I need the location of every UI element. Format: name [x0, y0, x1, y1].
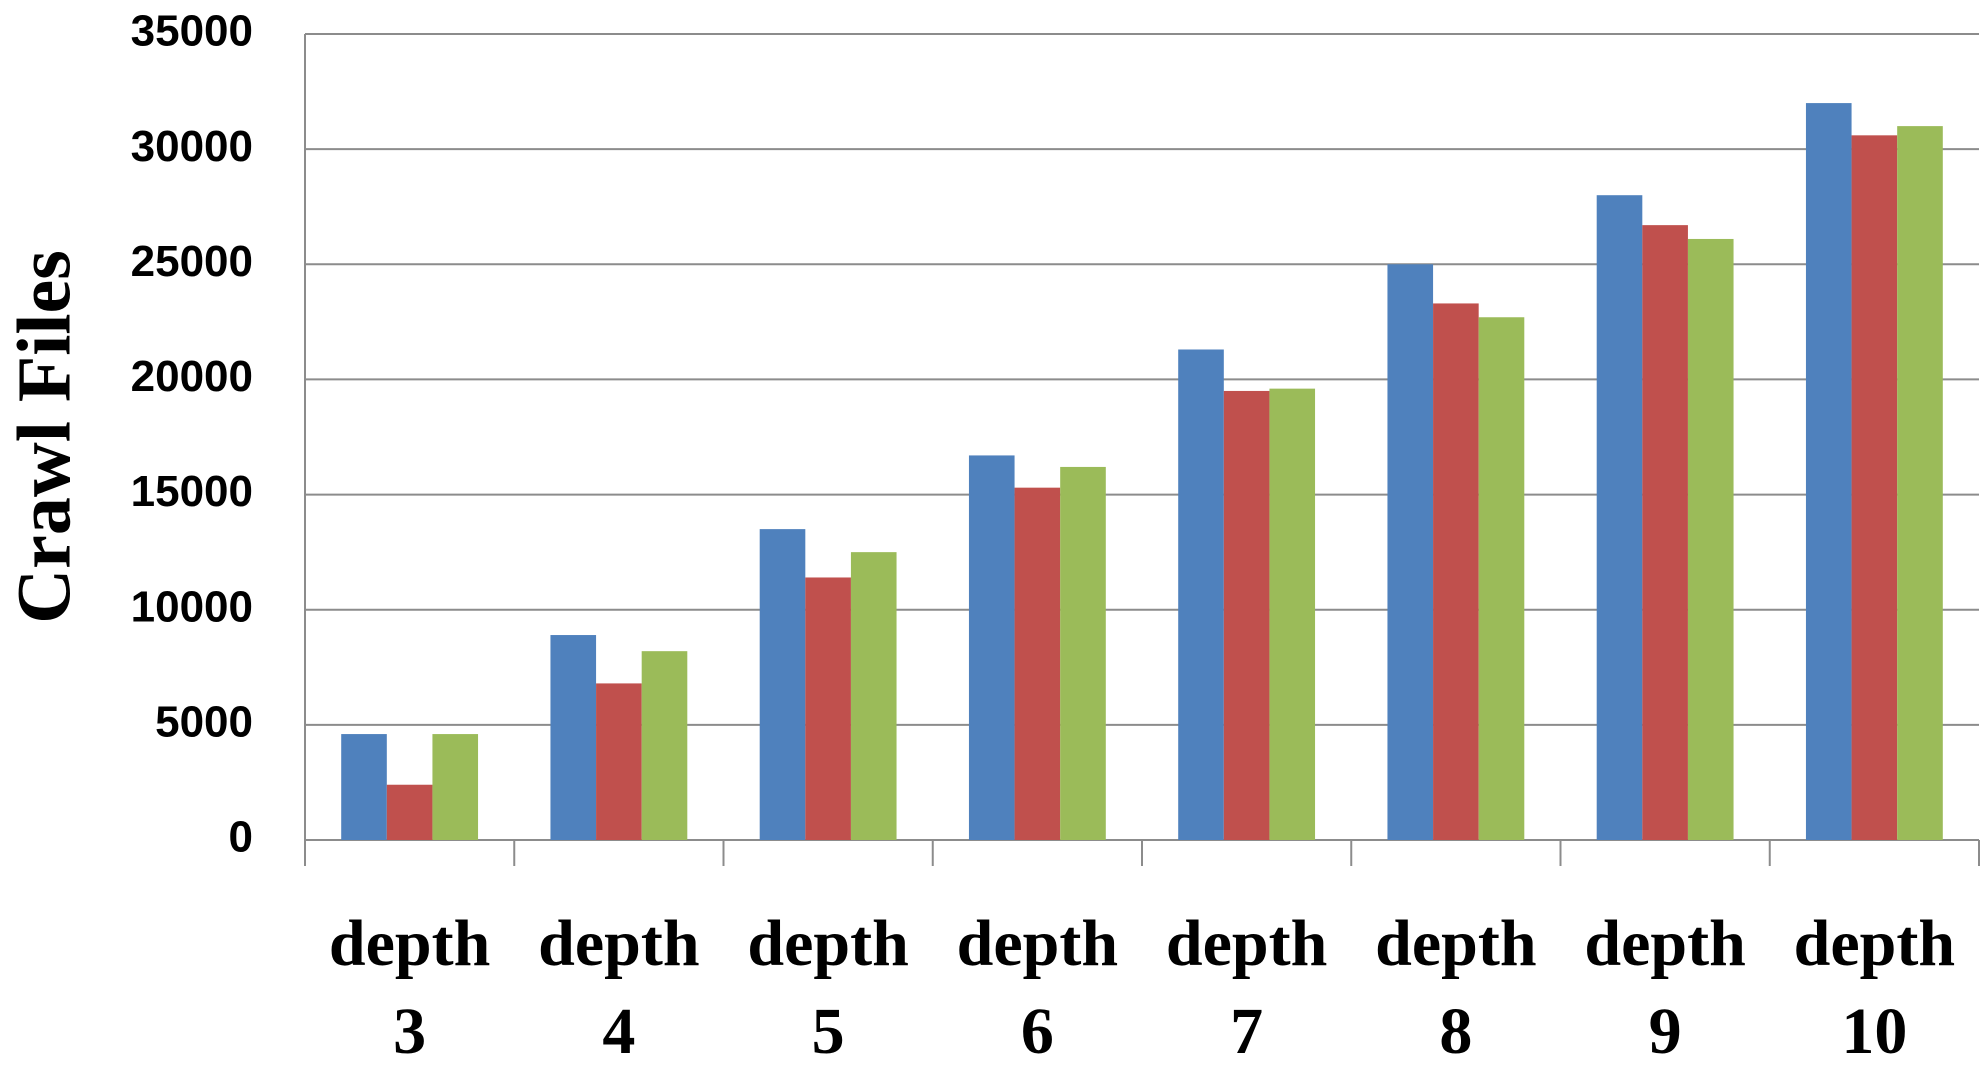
bar: [341, 734, 387, 840]
bar: [1014, 487, 1061, 840]
bar: [1642, 225, 1688, 840]
bar: [805, 577, 851, 840]
y-axis-label: Crawl Files: [2, 250, 86, 624]
bar: [759, 529, 806, 840]
bar: [968, 455, 1015, 840]
x-tick-label: depth 6: [956, 907, 1119, 1068]
bar: [1596, 195, 1643, 840]
bar: [1433, 303, 1479, 840]
y-tick-label: 20000: [131, 352, 253, 401]
y-tick-label: 15000: [131, 467, 253, 516]
bar: [641, 651, 688, 840]
bar: [1178, 349, 1224, 840]
x-tick-label: depth 3: [328, 907, 491, 1068]
y-tick-label: 35000: [131, 7, 253, 56]
bar: [1687, 238, 1734, 840]
bar: [1805, 103, 1852, 841]
y-tick-label: 5000: [155, 697, 253, 746]
bar: [432, 734, 479, 840]
bar: [1387, 264, 1434, 840]
y-tick-label: 10000: [131, 582, 253, 631]
bar: [1851, 135, 1898, 841]
bar: [550, 635, 597, 840]
bar: [1223, 390, 1270, 840]
y-tick-label: 30000: [131, 122, 253, 171]
bar: [850, 552, 897, 840]
y-tick-label: 0: [229, 813, 253, 862]
x-tick-label: depth 4: [538, 907, 700, 1068]
y-tick-label: 25000: [131, 237, 253, 286]
x-tick-label: depth 5: [747, 907, 909, 1068]
x-tick-label: depth 7: [1165, 907, 1328, 1068]
bar: [386, 784, 433, 840]
x-tick-label: depth 10: [1793, 907, 1956, 1068]
bar: [596, 683, 642, 840]
bar: [1897, 126, 1943, 841]
x-tick-label: depth 8: [1375, 907, 1537, 1068]
bar: [1060, 466, 1106, 840]
bar: [1478, 317, 1525, 840]
bar: [1269, 388, 1316, 840]
x-tick-label: depth 9: [1584, 907, 1746, 1068]
